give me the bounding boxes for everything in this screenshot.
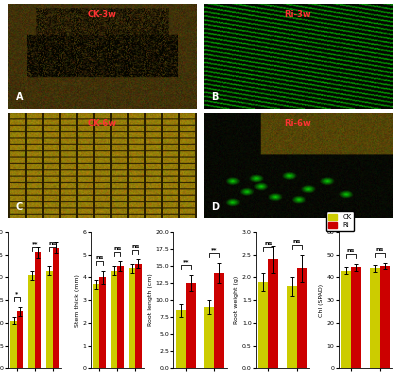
Y-axis label: Root length (cm): Root length (cm)	[148, 274, 153, 327]
Bar	[117, 266, 124, 368]
Text: ns: ns	[113, 246, 122, 251]
Text: **: **	[182, 260, 189, 264]
Bar	[204, 307, 214, 368]
Bar	[93, 284, 99, 368]
Bar	[380, 266, 390, 368]
Bar	[370, 268, 380, 368]
Bar	[10, 321, 17, 368]
Text: D: D	[211, 202, 219, 212]
Bar	[99, 278, 106, 368]
Bar	[135, 264, 142, 368]
Bar	[111, 270, 117, 368]
Text: CK-3w: CK-3w	[88, 10, 116, 19]
Bar	[176, 310, 186, 368]
Bar	[186, 283, 196, 368]
Text: Ri-3w: Ri-3w	[284, 10, 311, 19]
Bar	[341, 270, 351, 368]
Text: CK-6w: CK-6w	[88, 119, 117, 128]
Bar	[258, 282, 268, 368]
Text: Ri-6w: Ri-6w	[284, 119, 311, 128]
Bar	[53, 248, 59, 368]
Text: ns: ns	[293, 239, 301, 244]
Bar	[17, 311, 23, 368]
Text: ns: ns	[376, 247, 384, 252]
Text: ns: ns	[95, 255, 104, 260]
Bar	[351, 267, 361, 368]
Text: A: A	[16, 92, 23, 102]
Text: **: **	[32, 241, 38, 246]
Text: ns: ns	[264, 241, 272, 246]
Legend: CK, Ri: CK, Ri	[326, 211, 354, 231]
Bar	[129, 268, 135, 368]
Y-axis label: Chl (SPAD): Chl (SPAD)	[319, 283, 324, 317]
Text: ns: ns	[131, 244, 140, 249]
Y-axis label: Root weight (g): Root weight (g)	[234, 276, 239, 324]
Text: ns: ns	[347, 248, 355, 253]
Y-axis label: Stem thick (mm): Stem thick (mm)	[75, 274, 80, 327]
Bar	[297, 268, 307, 368]
Bar	[46, 270, 53, 368]
Bar	[35, 253, 41, 368]
Text: C: C	[16, 202, 23, 212]
Bar	[287, 286, 297, 368]
Text: ns: ns	[48, 241, 57, 246]
Bar	[214, 273, 224, 368]
Text: *: *	[15, 292, 18, 296]
Bar	[28, 275, 35, 368]
Text: B: B	[211, 92, 219, 102]
Bar	[268, 259, 278, 368]
Text: **: **	[211, 247, 218, 252]
